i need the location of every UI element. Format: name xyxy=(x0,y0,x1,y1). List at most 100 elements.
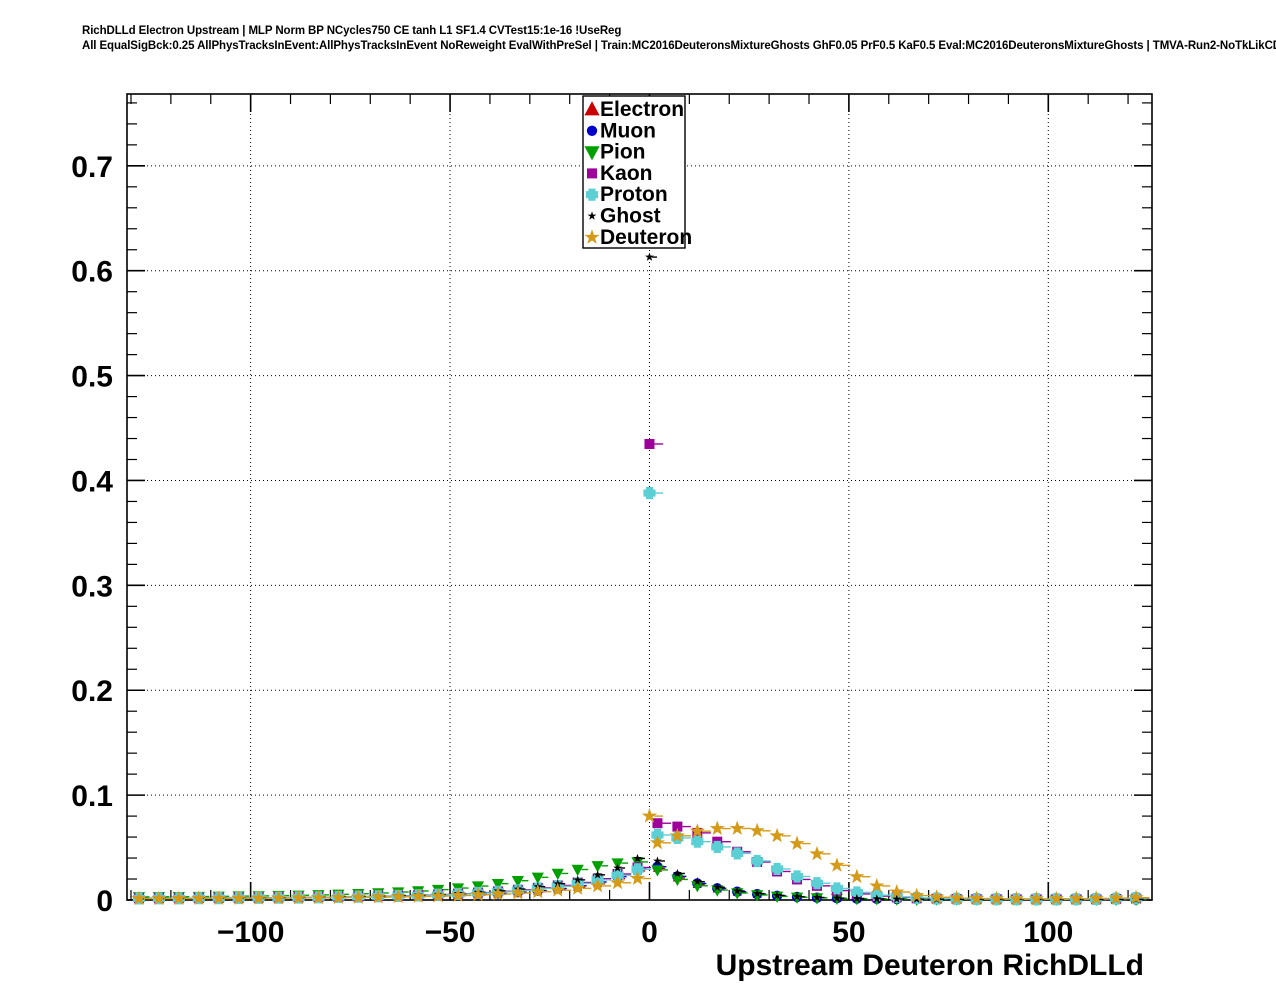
x-tick-label: −100 xyxy=(217,916,285,949)
data-point xyxy=(712,882,722,891)
data-point xyxy=(410,888,426,903)
data-point xyxy=(810,877,824,890)
data-point xyxy=(789,835,805,851)
legend-label: Deuteron xyxy=(600,226,692,249)
y-tick-label: 0 xyxy=(96,885,113,918)
legend-item-ghost[interactable]: Ghost xyxy=(587,205,661,228)
data-point xyxy=(629,870,646,885)
data-point xyxy=(531,872,544,885)
data-point xyxy=(649,834,666,850)
legend-marker-ghost-icon xyxy=(587,211,597,220)
data-point xyxy=(591,861,604,873)
data-point xyxy=(729,820,745,835)
data-point xyxy=(892,894,902,903)
data-point xyxy=(1008,890,1025,906)
legend-label: Electron xyxy=(600,98,684,121)
series-deuteron xyxy=(131,808,1150,906)
data-point xyxy=(752,888,762,898)
data-point xyxy=(511,876,524,888)
legend-item-proton[interactable]: Proton xyxy=(585,183,668,206)
data-point xyxy=(771,862,784,876)
data-point xyxy=(872,894,882,903)
data-point xyxy=(430,888,446,903)
data-point xyxy=(792,892,802,901)
x-tick-label: 0 xyxy=(641,916,658,949)
data-point xyxy=(909,887,925,903)
data-point xyxy=(869,877,885,893)
legend-label: Proton xyxy=(600,183,668,206)
data-point xyxy=(490,886,506,901)
data-point xyxy=(1128,889,1144,905)
data-point xyxy=(211,890,227,905)
data-point xyxy=(551,868,564,881)
data-point xyxy=(571,864,584,877)
legend-item-kaon[interactable]: Kaon xyxy=(587,162,653,185)
data-point xyxy=(231,890,247,905)
data-points-layer xyxy=(131,252,1150,907)
axis-tick-labels: 0 0.1 0.2 0.3 0.4 0.5 0.6 0.7 −100 −50 0 50 100 xyxy=(71,151,1073,949)
data-point xyxy=(450,887,466,902)
data-point xyxy=(290,889,307,905)
data-point xyxy=(350,889,366,904)
data-point xyxy=(832,893,842,902)
data-point xyxy=(1088,890,1104,905)
data-point xyxy=(641,808,658,823)
legend-item-deuteron[interactable]: Deuteron xyxy=(584,226,692,249)
data-point xyxy=(691,835,704,848)
data-point xyxy=(633,853,642,863)
data-point xyxy=(929,889,945,904)
data-point xyxy=(653,856,662,865)
data-point xyxy=(849,868,865,884)
y-tick-label: 0.7 xyxy=(71,151,113,184)
data-point xyxy=(732,886,742,895)
data-point xyxy=(1028,890,1044,906)
legend-label: Muon xyxy=(600,119,656,142)
data-point xyxy=(652,818,663,829)
data-point xyxy=(829,857,845,872)
data-point xyxy=(643,486,656,500)
data-point xyxy=(471,881,485,893)
legend-box xyxy=(582,95,686,249)
data-point xyxy=(644,438,655,449)
data-point xyxy=(751,854,764,868)
series-kaon xyxy=(133,438,1150,905)
data-point xyxy=(731,847,744,860)
legend-item-electron[interactable]: Electron xyxy=(584,98,684,121)
data-point xyxy=(191,890,207,905)
x-tick-label: −50 xyxy=(425,916,476,949)
data-point xyxy=(645,252,654,261)
data-point xyxy=(1108,890,1124,905)
data-point xyxy=(772,890,782,900)
data-point xyxy=(948,890,965,905)
legend-marker-electron-icon xyxy=(584,101,600,116)
data-point xyxy=(491,878,504,891)
data-point xyxy=(171,890,187,906)
data-point xyxy=(988,890,1005,906)
data-point xyxy=(590,877,606,893)
data-point xyxy=(270,890,287,905)
data-point xyxy=(651,865,664,877)
data-point xyxy=(669,827,686,843)
legend-marker-kaon-icon xyxy=(587,168,597,179)
y-tick-label: 0.2 xyxy=(71,675,113,708)
x-tick-label: 50 xyxy=(832,916,865,949)
data-point xyxy=(749,822,765,838)
data-point xyxy=(889,884,905,899)
data-point xyxy=(470,886,486,902)
legend-item-pion[interactable]: Pion xyxy=(584,141,646,164)
data-point xyxy=(593,870,603,879)
x-axis-title-text: Upstream Deuteron RichDLLd xyxy=(716,949,1144,982)
data-point xyxy=(370,889,386,904)
plot-title-line-1: RichDLLd Electron Upstream | MLP Norm BP… xyxy=(82,25,622,37)
data-point xyxy=(709,820,725,836)
data-point xyxy=(613,863,622,872)
data-point xyxy=(830,882,844,895)
data-point xyxy=(852,893,862,903)
data-point xyxy=(310,889,327,905)
data-point xyxy=(510,884,526,900)
data-point xyxy=(609,874,626,890)
legend-item-muon[interactable]: Muon xyxy=(586,119,656,142)
data-point xyxy=(330,889,346,905)
